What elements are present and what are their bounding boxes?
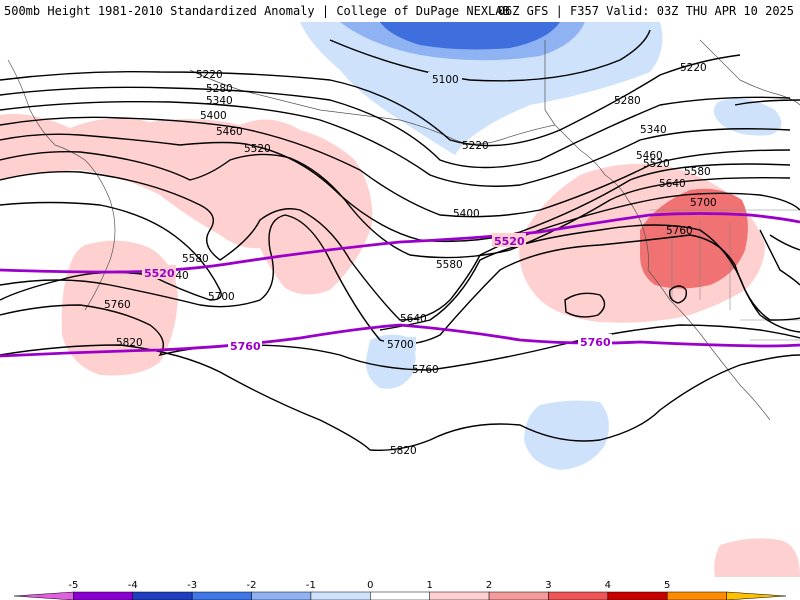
contour-label: 5220 [680,62,707,74]
anomaly-colorbar: -5 -4 -3 -2 -1 0 1 2 3 4 5 [13,580,787,600]
contour-5340 [0,100,791,187]
positive-anomaly-shading [0,113,373,295]
contour-5580 [0,171,800,321]
contour-label: 5760 [412,364,439,376]
climo-5760-line [0,323,800,358]
contour-5400 [0,116,791,218]
contour-label: 5340 [206,95,233,107]
contour-5760-closed [668,285,688,304]
contour-tight-east [734,99,800,286]
climo-label: 5520 [144,267,175,280]
positive-anomaly-shading [714,538,800,577]
colorbar-tick-label: -2 [247,580,257,591]
climo-5520-line [0,212,800,274]
colorbar-swatch [370,591,430,600]
contour-label: 5460 [216,126,243,138]
colorbar-tick-label: 3 [545,580,551,591]
contour-5100 [329,29,651,82]
colorbar-swatch [13,591,74,600]
colorbar-tick-label: -4 [128,580,138,591]
climo-label: 5760 [230,340,261,353]
colorbar-swatch [666,591,727,600]
contour-label: 5400 [453,208,480,220]
contour-label: 5400 [200,110,227,122]
contour-5700 [0,214,800,345]
colorbar-tick-label: 5 [664,580,670,591]
map-panel: 5100 5220 5220 5220 5280 5280 5340 5340 … [0,22,800,577]
model-run-info: 06Z GFS | F357 Valid: 03Z THU APR 10 202… [497,4,794,18]
contour-label: 5820 [390,445,417,457]
colorbar-tick-label: -1 [306,580,316,591]
colorbar-tick-label: 2 [486,580,492,591]
colorbar-tick-label: 1 [427,580,433,591]
contour-5220 [0,54,741,147]
contour-label: 5340 [640,124,667,136]
chart-title: 500mb Height 1981-2010 Standardized Anom… [4,4,510,18]
contour-label: 5580 [684,166,711,178]
negative-anomaly-shading [300,22,663,155]
contour-label: 5460 [636,150,663,162]
contour-label: 5700 [387,339,414,351]
colorbar-swatch [251,591,312,600]
colorbar-swatch [488,591,549,600]
colorbar-swatch [607,591,668,600]
colorbar-swatch [726,591,787,600]
contour-label: 5640 [400,313,427,325]
colorbar-tick-label: -3 [187,580,197,591]
header-bar: 500mb Height 1981-2010 Standardized Anom… [0,0,800,22]
negative-anomaly-shading [524,400,609,470]
colorbar-tick-label: 4 [605,580,611,591]
climo-labels: 5520 5520 5760 5760 [142,233,612,353]
contour-label: 5220 [196,69,223,81]
contour-label: 5640 [659,178,686,190]
colorbar-swatch [132,591,193,600]
contour-5820 [0,344,800,451]
colorbar-swatch [310,591,371,600]
colorbar-tick-label: 0 [367,580,373,591]
colorbar-swatch [548,591,609,600]
contour-5280 [0,86,791,169]
contour-label: 5820 [116,337,143,349]
contour-5460 [0,133,791,243]
contour-labels: 5100 5220 5220 5220 5280 5280 5340 5340 … [104,62,717,457]
contour-5760 [0,304,800,371]
climo-label: 5520 [494,235,525,248]
contour-5640 [0,201,800,331]
negative-anomaly-core [380,22,560,50]
contour-label: 5700 [690,197,717,209]
height-contours [0,29,800,451]
contour-label: 5580 [436,259,463,271]
climo-label: 5760 [580,336,611,349]
colorbar-swatch [73,591,134,600]
contour-label: 5520 [244,143,271,155]
contour-label: 5280 [206,83,233,95]
contour-label: 5580 [182,253,209,265]
colorbar-swatch [191,591,252,600]
negative-anomaly-shading [713,98,782,136]
contour-label: 5760 [104,299,131,311]
contour-5520 [0,151,791,259]
contour-5760-closed [564,292,606,318]
colorbar-swatch [429,591,490,600]
contour-label: 5760 [666,225,693,237]
climatology-lines [0,212,800,358]
colorbar-tick-label: -5 [68,580,78,591]
contour-label: 5280 [614,95,641,107]
contour-label: 5520 [643,158,670,170]
contour-label: 5100 [432,74,459,86]
contour-label: 5220 [462,140,489,152]
contour-label: 5700 [208,291,235,303]
state-borders [650,209,800,341]
